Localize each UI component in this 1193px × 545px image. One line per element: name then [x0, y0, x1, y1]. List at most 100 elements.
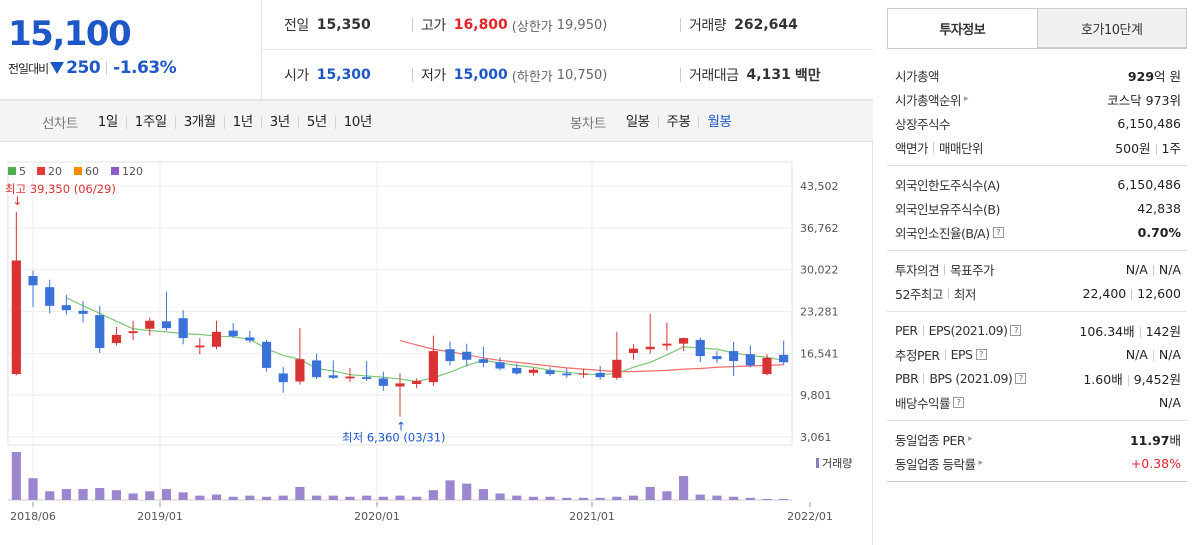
period-5년[interactable]: 5년 [297, 115, 335, 129]
divider [412, 18, 413, 32]
help-icon[interactable]: ? [992, 226, 1004, 238]
info-label-text: 배당수익률 [895, 395, 951, 411]
period-월봉[interactable]: 월봉 [698, 115, 739, 129]
candle-body [111, 334, 122, 344]
divider [1139, 326, 1141, 338]
volume-bar [712, 495, 722, 500]
info-value-text: 억 원 [1154, 68, 1181, 84]
info-label-text: 동일업종 PER [895, 432, 966, 448]
period-1일[interactable]: 1일 [97, 113, 119, 130]
legend-swatch [8, 167, 16, 175]
volume-cell: 거래량 262,644 [680, 0, 798, 50]
open-value: 15,300 [316, 67, 371, 83]
info-row: 추정PER EPS? N/A N/A [895, 342, 1181, 366]
volume-bar [445, 480, 455, 500]
period-일봉[interactable]: 일봉 [625, 113, 650, 130]
volume-bar [545, 496, 555, 500]
candle-body [61, 305, 71, 311]
turnover-unit: 백만 [794, 68, 821, 84]
info-value-text: 1.60배 [1083, 371, 1123, 387]
chevron-right-icon[interactable]: ▸ [968, 434, 973, 444]
help-icon[interactable]: ? [953, 396, 965, 408]
candle-body [328, 375, 338, 378]
volume-bar [412, 496, 422, 500]
info-label[interactable]: PER EPS(2021.09)? [895, 322, 1022, 338]
info-value: 6,150,486 [1117, 177, 1181, 192]
legend-swatch [111, 167, 119, 175]
info-value-text: 1주 [1161, 140, 1181, 156]
chevron-right-icon[interactable]: ▸ [978, 458, 983, 468]
volume-legend-label: 거래량 [822, 457, 852, 470]
upper-limit-label: (상한가 [511, 19, 553, 35]
volume-label: 거래량 [689, 18, 727, 34]
candle-body [211, 331, 222, 347]
info-label-text: 외국인보유주식수(B) [895, 201, 1000, 217]
candle-body [45, 287, 55, 306]
info-value-text: +0.38% [1130, 455, 1181, 471]
info-label[interactable]: 배당수익률? [895, 393, 965, 412]
volume-bar [762, 498, 772, 500]
divider [1131, 288, 1133, 300]
quote-row-1: 전일 15,350 고가 16,800 (상한가 19,950) 거래량 262… [262, 0, 873, 50]
help-icon[interactable]: ? [1015, 372, 1027, 384]
period-10년[interactable]: 10년 [334, 115, 380, 129]
candle-body [78, 310, 88, 314]
info-row: 동일업종 PER ▸ 11.97배 [895, 427, 1181, 451]
info-value-bold: 0.70% [1137, 224, 1181, 240]
info-label[interactable]: PBR BPS (2021.09)? [895, 371, 1027, 386]
volume-value: 262,644 [734, 17, 798, 33]
period-1주일[interactable]: 1주일 [125, 115, 175, 129]
divider [933, 141, 935, 153]
low-label: 저가 [421, 68, 446, 84]
info-value-text: N/A [1158, 394, 1181, 410]
info-label[interactable]: 추정PER EPS? [895, 345, 987, 364]
info-label[interactable]: 시가총액순위 ▸ [895, 90, 969, 109]
period-1년[interactable]: 1년 [223, 115, 261, 129]
candle-chart-title: 봉차트 [570, 116, 606, 132]
candle-body [662, 343, 672, 346]
candle-body [395, 383, 405, 387]
volume-bar [678, 476, 689, 500]
info-label[interactable]: 동일업종 등락률 ▸ [895, 454, 983, 473]
info-value-text: 코스닥 973위 [1107, 92, 1181, 108]
candle-body [445, 349, 455, 362]
info-label[interactable]: 동일업종 PER ▸ [895, 430, 973, 449]
x-tick-label: 2022/01 [787, 510, 833, 523]
volume-bar [528, 496, 539, 500]
info-label-text: 투자의견 [895, 262, 940, 278]
volume-bar [295, 486, 305, 500]
volume-bar [512, 495, 522, 500]
candle-body [578, 373, 589, 375]
volume-bar [328, 495, 338, 500]
chevron-right-icon[interactable]: ▸ [964, 94, 969, 104]
info-tabs: 투자정보 호가10단계 [887, 8, 1187, 48]
info-value: N/A N/A [1126, 262, 1181, 277]
y-tick-label: 16,541 [800, 347, 839, 360]
info-label-text: EPS(2021.09) [928, 322, 1008, 338]
info-label[interactable]: 외국인소진율(B/A)? [895, 223, 1004, 242]
legend-label: 60 [85, 165, 99, 178]
candle-body [628, 348, 639, 353]
period-3개월[interactable]: 3개월 [174, 115, 224, 129]
volume-bar [211, 494, 222, 500]
period-3년[interactable]: 3년 [260, 115, 298, 129]
help-icon[interactable]: ? [1010, 324, 1022, 336]
volume-bar [11, 452, 21, 500]
volume-bar [178, 492, 188, 500]
info-row: 상장주식수 6,150,486 [895, 111, 1181, 135]
stock-chart: 43,502 36,762 30,022 23,281 16,541 9,801 3,061… [0, 142, 873, 545]
legend-label: 5 [19, 165, 26, 178]
volume-bar [428, 490, 438, 500]
help-icon[interactable]: ? [975, 348, 987, 360]
candle-body [245, 337, 255, 341]
info-label-text: 외국인한도주식수(A) [895, 177, 1000, 193]
tab-investment-info[interactable]: 투자정보 [887, 8, 1038, 48]
tab-orderbook[interactable]: 호가10단계 [1037, 8, 1187, 48]
period-주봉[interactable]: 주봉 [657, 115, 699, 129]
info-value-text: 42,838 [1137, 200, 1181, 216]
low-value: 15,000 [453, 67, 508, 83]
info-row: 액면가 매매단위 500원 1주 [895, 135, 1181, 159]
info-row: 시가총액 929억 원 [895, 63, 1181, 87]
divider [944, 263, 946, 275]
volume-bar [362, 495, 372, 500]
